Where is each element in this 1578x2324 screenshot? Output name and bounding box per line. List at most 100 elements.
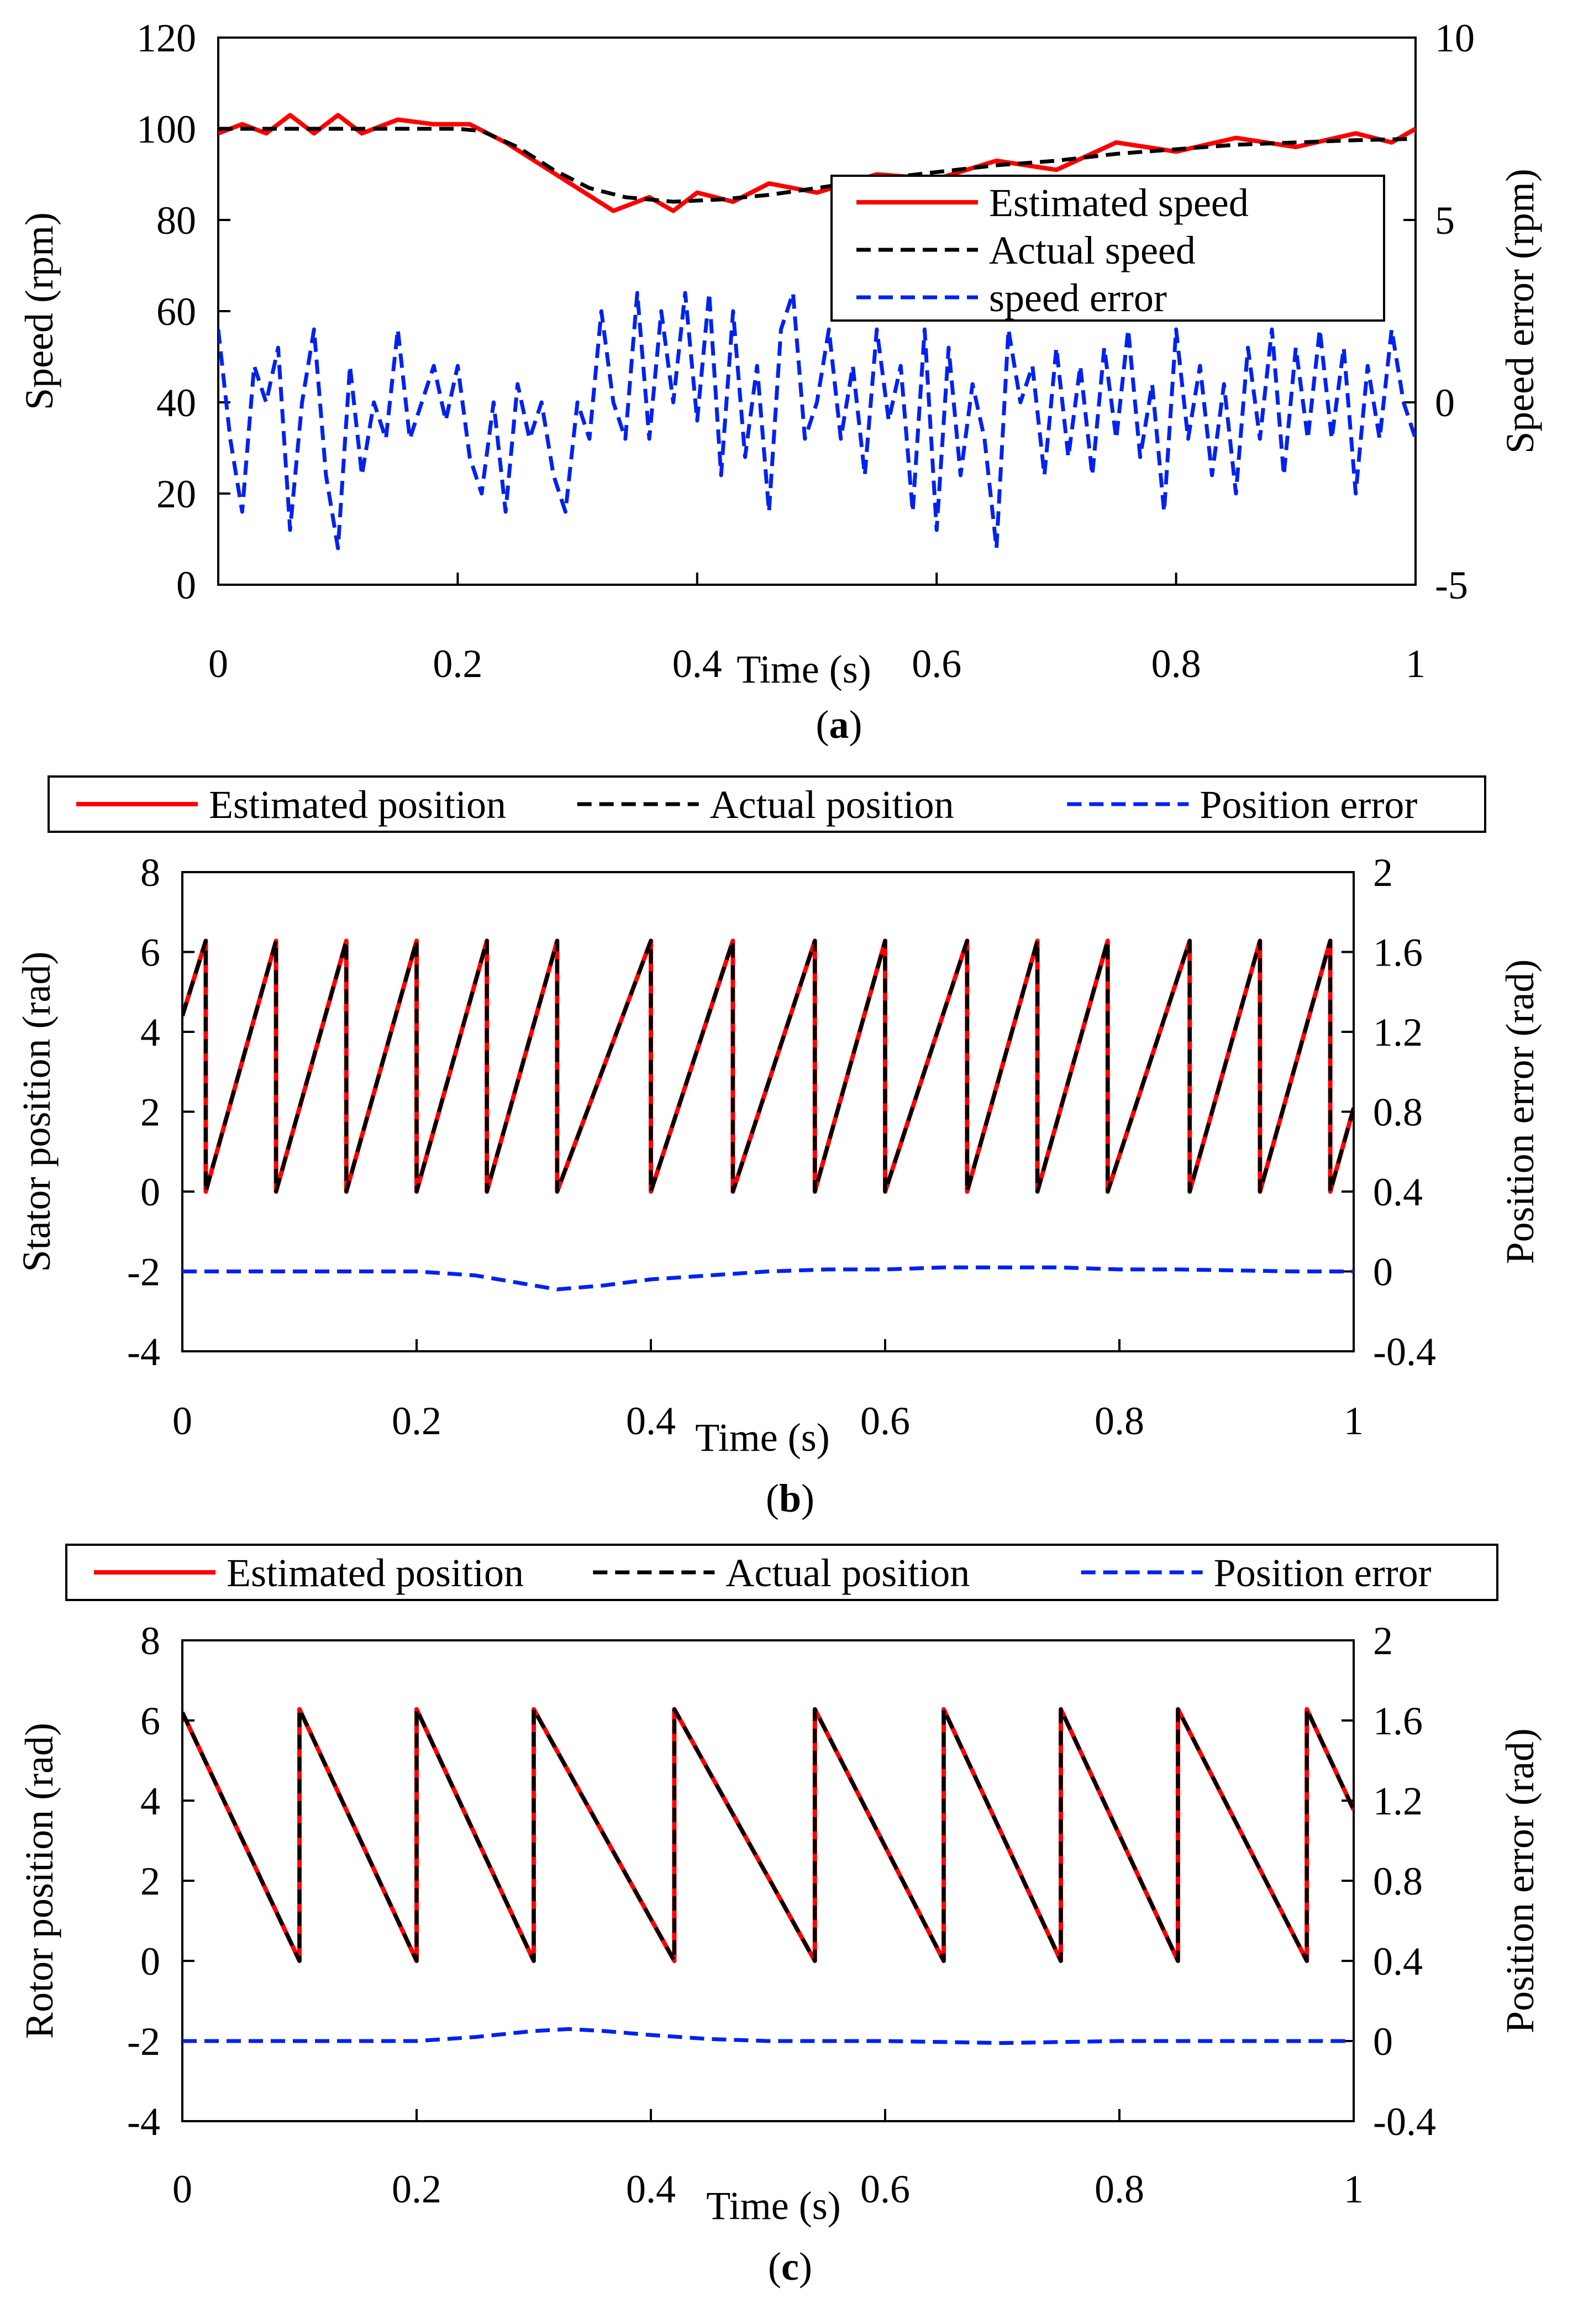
y-tick-label: 2 [140,1859,160,1903]
caption-letter: b [779,1476,801,1520]
x-tick-label: 0 [172,1399,192,1443]
x-tick-label: 1 [1406,642,1426,686]
y2-tick-label: 2 [1373,851,1393,895]
x-tick-label: 0.4 [626,1399,676,1443]
x-tick-label: 0.8 [1151,642,1201,686]
series-group [182,1707,1354,2045]
x-axis-title: Time (s) [737,647,871,691]
x-tick-label: 0.8 [1095,1399,1144,1443]
y2-tick-label: 10 [1435,16,1475,60]
y-tick-label: 6 [140,1699,160,1743]
figure-caption: (a) [816,702,862,747]
y-tick-label: 0 [176,563,196,607]
y-tick-label: 0 [140,1939,160,1984]
legend-label: Position error [1200,783,1417,827]
series-line-actual-speed [218,127,1416,204]
series-line-actual-position [182,938,1354,1194]
legend: Estimated position Actual position Positio… [65,1544,1498,1601]
x-tick-label: 0.8 [1095,2167,1144,2211]
y-tick-label: -4 [127,2100,160,2144]
y2-tick-label: 0 [1373,1250,1393,1294]
plot-frame [181,871,1355,1352]
legend-label: Actual position [725,1551,970,1595]
y2-tick-label: 1.2 [1373,1779,1423,1823]
series-line-speed-error [218,291,1416,550]
y-tick-label: 100 [136,107,196,151]
y2-tick-label: 1.6 [1373,931,1423,975]
y-axis-title: Stator position (rad) [14,952,59,1272]
chart-panel-c: 0 0.2 0.4 0.6 0.8 1 -4 -2 0 2 4 6 8 -0.4 0 0.4 0.8 1.2 1.6… [17,1544,1542,2289]
legend-label: Estimated position [209,783,506,827]
y-tick-label: 20 [156,472,196,516]
y2-tick-label: 1.2 [1373,1010,1423,1055]
x-tick-label: 0 [208,642,228,686]
y2-axis-title: Position error (rad) [1498,959,1542,1265]
series-group [218,113,1416,550]
y-tick-label: 120 [136,16,196,60]
y-tick-label: 80 [156,198,196,243]
legend-label: Estimated position [227,1551,524,1595]
y-tick-label: -2 [127,1250,160,1294]
x-tick-label: 1 [1344,1399,1364,1443]
x-axis-title: Time (s) [695,1415,829,1460]
y-tick-label: -2 [127,2019,160,2064]
legend: Estimated position Actual position Positio… [48,775,1486,833]
x-tick-label: 0.6 [860,1399,910,1443]
y2-tick-label: 0.4 [1373,1170,1423,1214]
y-tick-label: 60 [156,290,196,334]
y2-tick-label: 0 [1373,2019,1393,2064]
y2-tick-label: 1.6 [1373,1699,1423,1743]
y2-axis-title: Position error (rad) [1498,1728,1542,2033]
y-tick-label: 0 [140,1170,160,1214]
y2-tick-label: 0 [1435,381,1455,425]
caption-letter: a [829,702,849,747]
y2-tick-label: 0.8 [1373,1090,1423,1135]
caption-paren: ) [801,1476,814,1520]
caption-letter: c [781,2244,799,2289]
y2-tick-label: -5 [1435,563,1468,607]
x-tick-label: 0 [172,2167,192,2211]
y-tick-label: 4 [140,1010,160,1055]
legend-box [65,1544,1498,1601]
legend-label: speed error [989,276,1167,320]
y-tick-label: 8 [140,851,160,895]
series-line-position-error [182,1265,1354,1292]
x-axis-title: Time (s) [706,2184,840,2228]
legend-label: Position error [1214,1551,1432,1595]
x-tick-label: 0.4 [672,642,722,686]
legend-box [48,775,1486,833]
figure-caption: (c) [768,2244,812,2289]
caption-paren: ( [766,1476,779,1520]
series-line-estimated-speed [218,113,1416,213]
y-tick-label: 4 [140,1779,160,1823]
y-tick-label: 8 [140,1619,160,1663]
y-axis-title: Speed (rpm) [17,212,61,410]
y-tick-label: 40 [156,381,196,425]
y2-tick-label: 2 [1373,1619,1393,1663]
y-tick-label: 2 [140,1090,160,1135]
y2-tick-label: 5 [1435,198,1455,243]
chart-panel-a: 0 0.2 0.4 0.6 0.8 1020406080100120-50510Time … [17,16,1542,747]
x-tick-label: 0.4 [626,2167,676,2211]
caption-paren: ) [799,2244,812,2289]
figure-caption: (b) [766,1476,814,1520]
x-tick-label: 0.2 [392,1399,441,1443]
caption-paren: ( [768,2244,781,2289]
x-tick-label: 0.6 [860,2167,910,2211]
x-tick-label: 0.6 [912,642,961,686]
y-axis-title: Rotor position (rad) [17,1723,61,2039]
y-tick-label: 6 [140,931,160,975]
legend-label: Actual speed [989,228,1196,272]
series-line-actual-position [182,1707,1354,1963]
x-tick-label: 0.2 [392,2167,441,2211]
legend-label: Actual position [710,783,954,827]
caption-paren: ( [816,702,829,747]
x-tick-label: 0.2 [433,642,482,686]
series-group [182,938,1354,1292]
series-line-position-error [182,2027,1354,2045]
chart-panel-b: 0 0.2 0.4 0.6 0.8 1 -4 -2 0 2 4 6 8 -0.4 0 0.4 0.8 1.2 1.6… [14,775,1542,1520]
y2-axis-title: Speed error (rpm) [1498,169,1542,454]
legend-label: Estimated speed [989,181,1249,225]
